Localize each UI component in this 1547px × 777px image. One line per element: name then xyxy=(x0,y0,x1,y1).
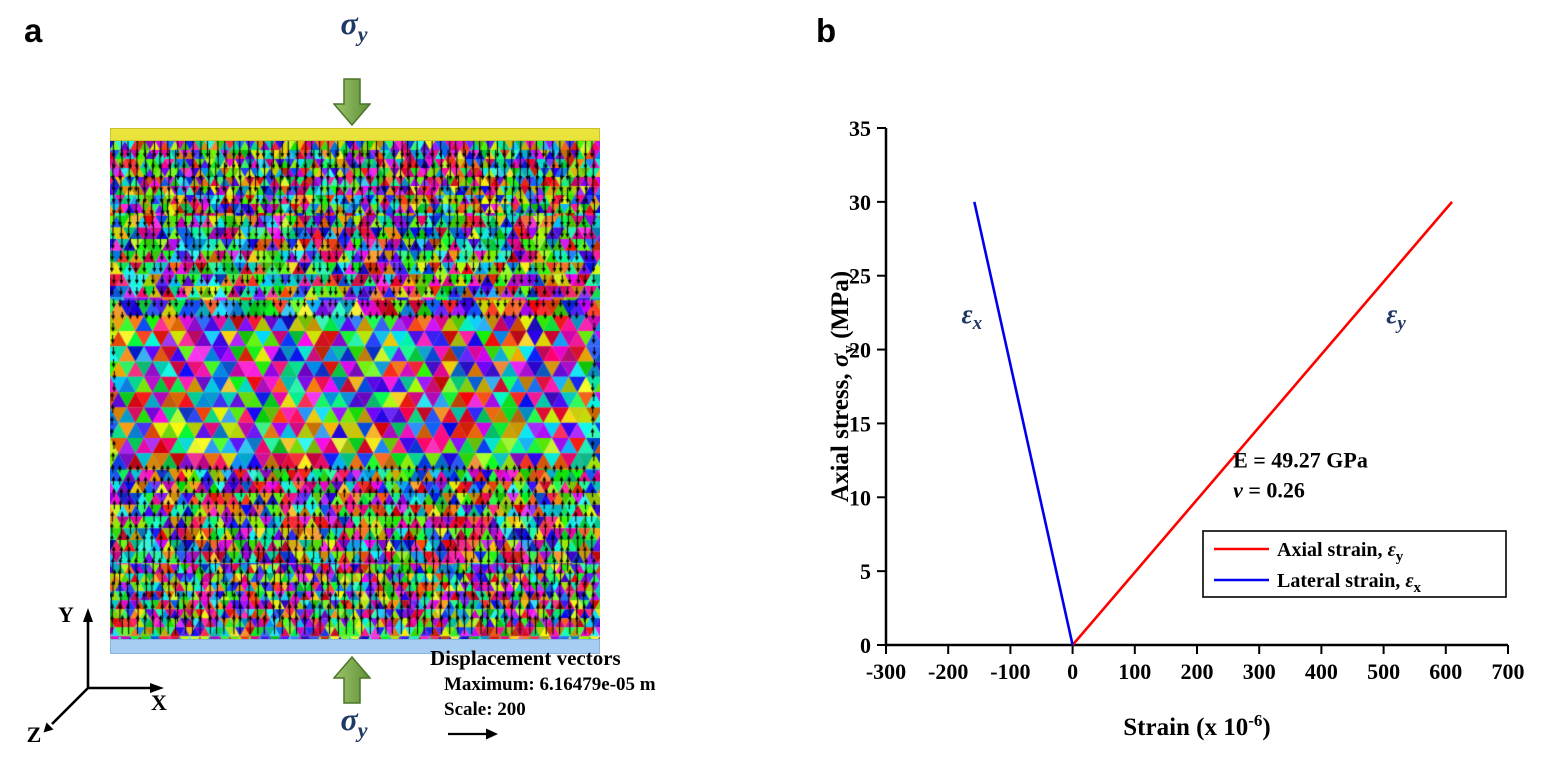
bottom-loading-plate xyxy=(110,639,600,654)
x-arrowhead-icon xyxy=(150,683,164,693)
x-tick-label: 0 xyxy=(1067,659,1078,684)
caption-scale: Scale: 200 xyxy=(444,699,526,720)
axis-triad: Y X Z xyxy=(27,602,167,746)
x-tick-label: 400 xyxy=(1305,659,1338,684)
top-loading-plate xyxy=(110,128,600,141)
legend-entry: Lateral strain, εx xyxy=(1277,570,1422,596)
y-axis-label: Axial stress, σy (MPa) xyxy=(828,271,858,502)
caption-maximum: Maximum: 6.16479e-05 m xyxy=(444,674,656,695)
x-tick-label: 200 xyxy=(1181,659,1214,684)
arrow-shape xyxy=(333,656,371,704)
sigma-symbol: σ xyxy=(340,5,358,41)
series-lateral xyxy=(973,201,1074,646)
x-tick-label: 300 xyxy=(1243,659,1276,684)
z-axis-arrow xyxy=(51,687,89,725)
panel-b-label: b xyxy=(816,12,837,49)
y-tick-label: 20 xyxy=(849,338,871,363)
stress-label-top: σy xyxy=(316,5,392,47)
y-tick-label: 35 xyxy=(849,116,871,141)
arrow-shape xyxy=(333,78,371,126)
x-tick-label: 500 xyxy=(1367,659,1400,684)
y-arrowhead-icon xyxy=(83,608,93,622)
x-axis-letter: X xyxy=(151,690,167,715)
y-tick-label: 0 xyxy=(860,633,871,658)
x-tick-label: 700 xyxy=(1492,659,1525,684)
particle-mosaic-with-displacement-vectors xyxy=(110,141,600,639)
y-tick-label: 15 xyxy=(849,411,871,436)
sigma-subscript: y xyxy=(357,21,368,47)
legend-entry: Axial strain, εy xyxy=(1277,539,1404,565)
annotation: E = 49.27 GPa xyxy=(1233,448,1368,473)
series-label-axial: εy xyxy=(1386,299,1406,334)
compression-arrow-up-icon xyxy=(333,656,371,704)
y-axis-letter: Y xyxy=(58,602,74,627)
sigma-symbol: σ xyxy=(340,701,358,737)
vector-caption: Displacement vectors Maximum: 6.16479e-0… xyxy=(430,646,656,741)
x-tick-label: -100 xyxy=(990,659,1030,684)
legend-box xyxy=(1202,530,1507,598)
y-tick-label: 10 xyxy=(849,485,871,510)
x-axis-label: Strain (x 10-6) xyxy=(1123,711,1271,741)
z-arrowhead-icon xyxy=(43,722,54,733)
z-axis-letter: Z xyxy=(27,722,42,746)
sigma-subscript: y xyxy=(357,717,368,743)
compression-arrow-down-icon xyxy=(333,78,371,126)
annotation: ν = 0.26 xyxy=(1233,477,1305,502)
y-tick-label: 30 xyxy=(849,190,871,215)
x-tick-label: 100 xyxy=(1118,659,1151,684)
caption-title: Displacement vectors xyxy=(430,646,621,670)
y-tick-label: 25 xyxy=(849,264,871,289)
stress-label-bottom: σy xyxy=(316,701,392,743)
specimen xyxy=(110,128,600,654)
y-tick-label: 5 xyxy=(860,559,871,584)
x-tick-label: -200 xyxy=(928,659,968,684)
x-tick-label: -300 xyxy=(866,659,906,684)
x-tick-label: 600 xyxy=(1429,659,1462,684)
stress-strain-chart: -300 -200 -100 0 100 200 300 400 500 600 700 0 5 10 15… xyxy=(828,116,1525,741)
scale-arrow-icon xyxy=(448,728,498,740)
series-label-lateral: εx xyxy=(962,299,983,334)
series-axial xyxy=(1071,201,1454,646)
panel-a-label: a xyxy=(24,12,43,49)
